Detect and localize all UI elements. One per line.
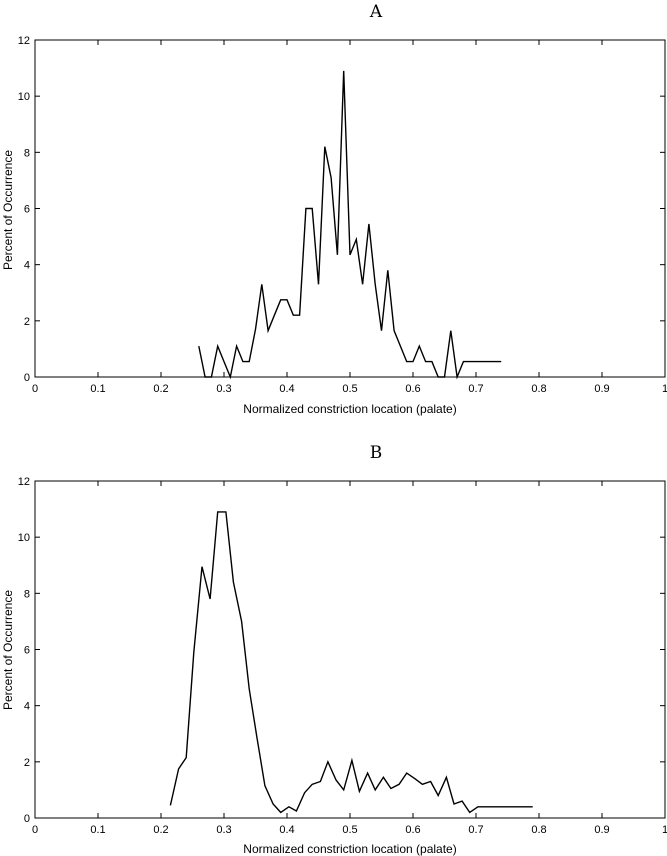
x-tick-label: 0.2	[153, 824, 168, 836]
x-tick-label: 0	[32, 383, 38, 395]
x-tick-label: 0	[32, 824, 38, 836]
y-tick-label: 6	[24, 204, 30, 216]
series-line	[198, 70, 502, 380]
x-tick-label: 0.3	[216, 824, 231, 836]
x-axis-label: Normalized constriction location (palate…	[243, 402, 456, 416]
y-tick-label: 12	[18, 476, 30, 488]
series-line	[169, 511, 533, 814]
y-tick-labels: 0 2 4 6 8 10 12	[18, 476, 30, 825]
x-tick-label: 0.5	[342, 824, 357, 836]
x-tick-label: 0.1	[90, 824, 105, 836]
x-tick-labels: 0 0.1 0.2 0.3 0.4 0.5 0.6 0.7 0.8 0.9 1	[32, 383, 667, 395]
tick-marks	[34, 39, 666, 378]
x-tick-label: 0.2	[153, 383, 168, 395]
x-tick-label: 0.6	[405, 383, 420, 395]
x-tick-label: 0.4	[279, 824, 294, 836]
x-tick-label: 0.5	[342, 383, 357, 395]
y-tick-label: 4	[24, 701, 30, 713]
y-tick-label: 8	[24, 588, 30, 600]
x-tick-label: 0.1	[90, 383, 105, 395]
series-layer	[198, 70, 502, 380]
y-tick-label: 2	[24, 316, 30, 328]
y-axis-label: Percent of Occurrence	[1, 590, 15, 710]
x-tick-label: 1	[662, 383, 667, 395]
x-tick-label: 0.8	[531, 383, 546, 395]
x-tick-label: 0.4	[279, 383, 294, 395]
y-tick-label: 10	[18, 532, 30, 544]
x-tick-label: 0.7	[468, 824, 483, 836]
x-tick-label: 1	[662, 824, 667, 836]
tick-marks	[34, 480, 666, 819]
chart-panel-b: B 0 0.1 0.2 0.3 0.4 0.5 0.6 0.7 0.8 0.9 1 0 2 4 6 8 10 1…	[1, 443, 667, 856]
x-tick-label: 0.9	[594, 383, 609, 395]
y-tick-labels: 0 2 4 6 8 10 12	[18, 35, 30, 384]
y-tick-label: 0	[24, 813, 30, 825]
series-layer	[169, 511, 533, 814]
plot-area-frame	[34, 39, 666, 378]
x-tick-label: 0.7	[468, 383, 483, 395]
x-tick-label: 0.6	[405, 824, 420, 836]
y-tick-label: 4	[24, 260, 30, 272]
x-tick-label: 0.9	[594, 824, 609, 836]
chart-title: B	[370, 443, 383, 463]
chart-title: A	[369, 2, 383, 22]
y-tick-label: 0	[24, 372, 30, 384]
y-tick-label: 8	[24, 147, 30, 159]
x-tick-label: 0.8	[531, 824, 546, 836]
y-tick-label: 10	[18, 91, 30, 103]
x-tick-label: 0.3	[216, 383, 231, 395]
y-tick-label: 6	[24, 645, 30, 657]
x-axis-label: Normalized constriction location (palate…	[243, 842, 456, 856]
y-tick-label: 12	[18, 35, 30, 47]
chart-panel-a: A 0 0.1 0.2 0.3 0.4 0.5 0.6 0.7 0.8 0.9 1 0 2 4 6 8 10 1…	[1, 2, 667, 416]
x-tick-labels: 0 0.1 0.2 0.3 0.4 0.5 0.6 0.7 0.8 0.9 1	[32, 824, 667, 836]
y-axis-label: Percent of Occurrence	[1, 150, 15, 270]
y-tick-label: 2	[24, 757, 30, 769]
